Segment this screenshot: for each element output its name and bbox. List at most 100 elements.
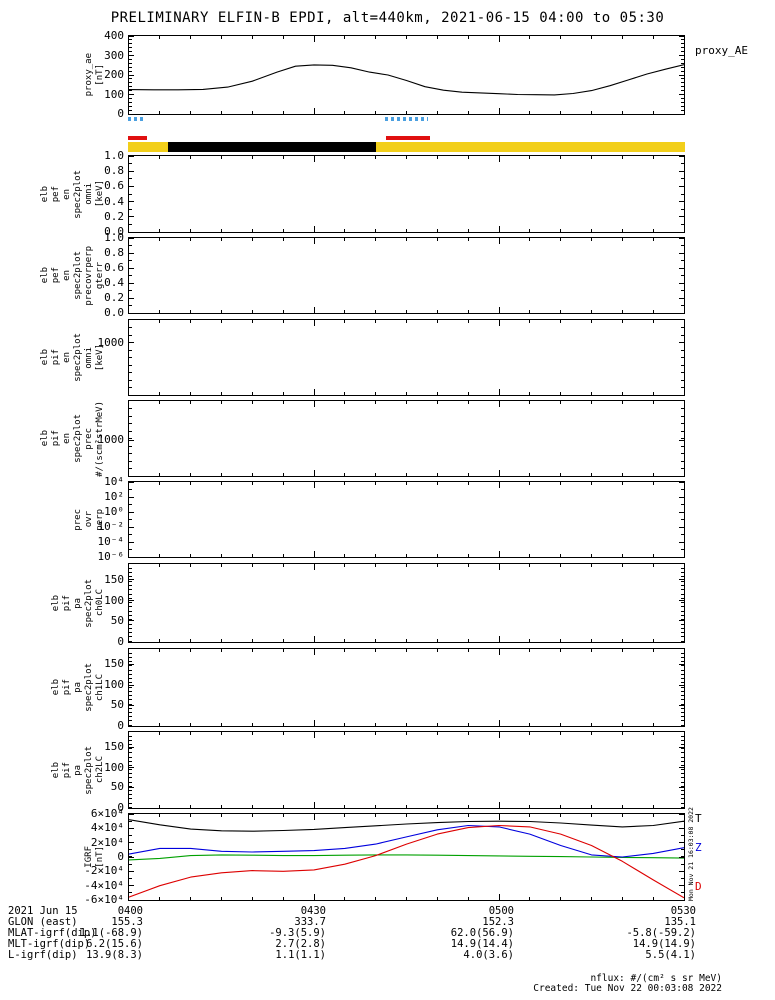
tick-mark xyxy=(129,798,132,800)
tick-mark xyxy=(129,695,132,697)
ephemeris-value: 1.1(1.1) xyxy=(275,949,326,961)
tick-mark xyxy=(681,245,684,246)
tick-mark xyxy=(621,649,623,652)
tick-mark xyxy=(190,320,192,323)
tick-mark xyxy=(129,597,132,599)
tick-mark xyxy=(621,320,623,323)
tick-mark xyxy=(560,814,562,817)
tick-mark xyxy=(129,661,132,663)
ephemeris-value: 1.1(-68.9) xyxy=(79,927,143,939)
tick-mark xyxy=(282,814,284,817)
y-axis-word: elb xyxy=(40,349,50,366)
tick-mark xyxy=(681,806,684,808)
tick-mark xyxy=(621,392,623,395)
tick-mark xyxy=(129,767,134,769)
tick-mark xyxy=(129,620,134,622)
ephemeris-value: 135.1 xyxy=(664,916,696,928)
tick-mark xyxy=(681,511,684,513)
tick-mark xyxy=(681,460,684,462)
tick-mark xyxy=(129,806,132,808)
tick-mark xyxy=(190,310,192,313)
tick-mark xyxy=(129,769,132,771)
tick-mark xyxy=(129,641,134,643)
y-tick-label: 100 xyxy=(104,678,124,692)
tick-mark xyxy=(681,357,684,358)
tick-mark xyxy=(467,814,469,817)
y-tick-label: 1000 xyxy=(97,335,125,349)
tick-mark xyxy=(652,649,654,652)
tick-mark xyxy=(313,732,315,738)
y-tick-label: 0.8 xyxy=(104,246,124,259)
tick-mark xyxy=(129,556,134,558)
tick-mark xyxy=(221,482,222,485)
tick-mark xyxy=(681,39,684,41)
tick-mark xyxy=(681,549,684,550)
tick-mark xyxy=(129,870,132,872)
tick-mark xyxy=(129,526,132,528)
tick-mark xyxy=(251,473,253,476)
tick-mark xyxy=(681,752,684,754)
tick-mark xyxy=(221,897,222,900)
tick-mark xyxy=(344,238,346,241)
tick-mark xyxy=(129,105,132,107)
tick-mark xyxy=(681,438,684,439)
sunlight-segment xyxy=(128,142,685,152)
tick-mark xyxy=(190,473,192,476)
tick-mark xyxy=(129,614,132,616)
tick-mark xyxy=(679,725,684,727)
y-tick-label: 150 xyxy=(104,572,124,586)
tick-mark xyxy=(129,94,132,95)
tick-mark xyxy=(129,720,132,722)
tick-mark xyxy=(681,327,684,328)
tick-mark xyxy=(681,593,684,595)
tick-mark xyxy=(681,372,684,373)
tick-mark xyxy=(679,556,684,558)
tick-mark xyxy=(251,229,253,232)
tick-mark xyxy=(159,639,161,642)
tick-mark xyxy=(529,238,531,241)
tick-mark xyxy=(681,51,684,53)
tick-mark xyxy=(591,111,592,114)
tick-mark xyxy=(529,392,531,395)
tick-mark xyxy=(344,649,346,652)
tick-mark xyxy=(129,430,132,432)
tick-mark xyxy=(375,805,377,808)
tick-mark xyxy=(681,567,684,569)
tick-mark xyxy=(679,439,684,441)
tick-mark xyxy=(681,619,684,621)
tick-mark xyxy=(529,401,531,404)
tick-mark xyxy=(652,482,654,485)
tick-mark xyxy=(529,805,531,808)
tick-mark xyxy=(375,392,377,395)
tick-mark xyxy=(129,39,132,41)
tick-mark xyxy=(681,827,684,829)
tick-mark xyxy=(344,392,346,395)
y-axis-label: elb pif en spec2plot prec #/(scm²strMeV) xyxy=(40,401,105,477)
tick-mark xyxy=(406,649,407,652)
ephemeris-value: 5.5(4.1) xyxy=(645,949,696,961)
y-tick-label: 100 xyxy=(104,593,124,607)
tick-mark xyxy=(681,349,684,351)
y-axis-word: spec2plot xyxy=(73,169,83,219)
tick-mark xyxy=(529,36,531,39)
fast-zone-segment xyxy=(128,117,145,121)
tick-mark xyxy=(129,807,134,809)
tick-mark xyxy=(251,564,253,567)
tick-mark xyxy=(129,223,132,225)
tick-mark xyxy=(681,297,684,299)
tick-mark xyxy=(221,473,222,476)
igrf-t-line xyxy=(129,820,684,832)
tick-mark xyxy=(129,51,132,53)
ephemeris-value: 14.9(14.9) xyxy=(632,938,696,950)
tick-mark xyxy=(591,310,592,313)
y-tick-label: -2×10⁴ xyxy=(84,864,124,878)
tick-mark xyxy=(129,101,132,103)
tick-mark xyxy=(159,897,161,900)
tick-mark xyxy=(679,813,684,815)
tick-mark xyxy=(129,576,132,578)
tick-mark xyxy=(129,364,132,366)
tick-mark xyxy=(681,724,684,726)
tick-mark xyxy=(129,716,132,718)
tick-mark xyxy=(344,639,346,642)
tick-mark xyxy=(591,897,592,900)
